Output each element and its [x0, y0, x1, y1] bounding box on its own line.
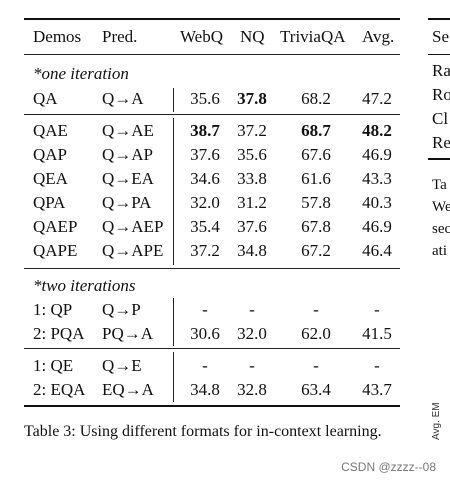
section-rule: [24, 268, 400, 269]
right-row-fragment: Ro: [432, 85, 450, 104]
row-webq: 30.6: [190, 324, 220, 343]
row-pred: Q→A: [102, 89, 144, 108]
right-header-fragment: Se: [432, 27, 449, 46]
row-nq: 35.6: [237, 145, 267, 164]
row-pred: Q→E: [102, 356, 142, 375]
section-two-iterations: *two iterations: [33, 276, 136, 295]
right-text-fragment: Ta: [432, 177, 447, 193]
row-demo: QAE: [33, 121, 68, 140]
row-avg: 46.9: [362, 145, 392, 164]
row-trivia: -: [313, 300, 319, 319]
row-demo: 2: PQA: [33, 324, 85, 343]
row-nq: 37.6: [237, 217, 267, 236]
row-avg: 47.2: [362, 89, 392, 108]
table-bottom-rule: [24, 405, 400, 407]
row-pred: Q→AP: [102, 145, 154, 164]
vertical-axis-label: Avg. EM: [431, 402, 442, 440]
row-pred: Q→P: [102, 300, 141, 319]
section-one-iteration: *one iteration: [33, 64, 129, 83]
row-avg: 43.7: [362, 380, 392, 399]
row-pred: PQ→A: [102, 324, 154, 343]
col-separator: [173, 298, 174, 346]
row-webq: 34.6: [190, 169, 220, 188]
row-pred: Q→EA: [102, 169, 154, 188]
row-webq: 37.2: [190, 241, 220, 260]
right-table-top-rule: [428, 18, 450, 20]
right-text-fragment: ati: [432, 243, 447, 259]
table-top-rule: [24, 18, 400, 20]
row-demo: 1: QP: [33, 300, 73, 319]
row-webq: -: [202, 300, 208, 319]
group-rule-2: [24, 348, 400, 349]
table-caption: Table 3: Using different formats for in-…: [24, 423, 382, 440]
row-demo: QAPE: [33, 241, 78, 260]
row-avg: 41.5: [362, 324, 392, 343]
row-webq: -: [202, 356, 208, 375]
row-avg: 46.9: [362, 217, 392, 236]
row-demo: QA: [33, 89, 58, 108]
header-pred: Pred.: [102, 27, 138, 46]
col-separator: [173, 118, 174, 265]
row-webq: 35.4: [190, 217, 220, 236]
row-avg: -: [374, 356, 380, 375]
watermark: CSDN @zzzz--08: [341, 460, 436, 474]
row-avg: 43.3: [362, 169, 392, 188]
row-webq: 34.8: [190, 380, 220, 399]
col-separator: [173, 352, 174, 402]
header-triviaqa: TriviaQA: [280, 27, 346, 46]
row-nq: -: [249, 300, 255, 319]
row-avg: -: [374, 300, 380, 319]
row-avg: 48.2: [362, 121, 392, 140]
row-nq: 37.2: [237, 121, 267, 140]
right-text-fragment: sec: [432, 221, 450, 237]
row-trivia: 61.6: [301, 169, 331, 188]
row-nq: 32.8: [237, 380, 267, 399]
right-row-fragment: Cl: [432, 109, 449, 128]
row-trivia: 68.7: [301, 121, 331, 140]
row-trivia: 67.2: [301, 241, 331, 260]
row-demo: QEA: [33, 169, 68, 188]
row-demo: QPA: [33, 193, 66, 212]
row-trivia: 63.4: [301, 380, 331, 399]
row-trivia: 67.8: [301, 217, 331, 236]
header-webq: WebQ: [180, 27, 224, 46]
right-table-bottom-rule: [428, 158, 450, 160]
row-avg: 46.4: [362, 241, 392, 260]
row-pred: Q→AEP: [102, 217, 164, 236]
row-nq: -: [249, 356, 255, 375]
header-avg: Avg.: [362, 27, 395, 46]
row-webq: 35.6: [190, 89, 220, 108]
row-trivia: -: [313, 356, 319, 375]
row-trivia: 62.0: [301, 324, 331, 343]
row-demo: QAP: [33, 145, 68, 164]
row-trivia: 67.6: [301, 145, 331, 164]
row-demo: 1: QE: [33, 356, 74, 375]
row-nq: 34.8: [237, 241, 267, 260]
row-pred: EQ→A: [102, 380, 154, 399]
row-nq: 31.2: [237, 193, 267, 212]
row-demo: QAEP: [33, 217, 78, 236]
row-pred: Q→APE: [102, 241, 164, 260]
row-pred: Q→AE: [102, 121, 154, 140]
row-nq: 32.0: [237, 324, 267, 343]
row-nq: 37.8: [237, 89, 267, 108]
right-text-fragment: We: [432, 199, 450, 215]
group-rule-1: [24, 114, 400, 115]
row-webq: 37.6: [190, 145, 220, 164]
row-trivia: 57.8: [301, 193, 331, 212]
row-webq: 32.0: [190, 193, 220, 212]
row-nq: 33.8: [237, 169, 267, 188]
row-webq: 38.7: [190, 121, 220, 140]
right-row-fragment: Ra: [432, 61, 450, 80]
header-rule: [24, 54, 400, 55]
right-row-fragment: Re: [432, 133, 450, 152]
row-pred: Q→PA: [102, 193, 152, 212]
row-avg: 40.3: [362, 193, 392, 212]
header-nq: NQ: [240, 27, 265, 46]
col-separator: [173, 88, 174, 112]
row-demo: 2: EQA: [33, 380, 86, 399]
row-trivia: 68.2: [301, 89, 331, 108]
right-header-rule: [428, 54, 450, 55]
header-demos: Demos: [33, 27, 82, 46]
